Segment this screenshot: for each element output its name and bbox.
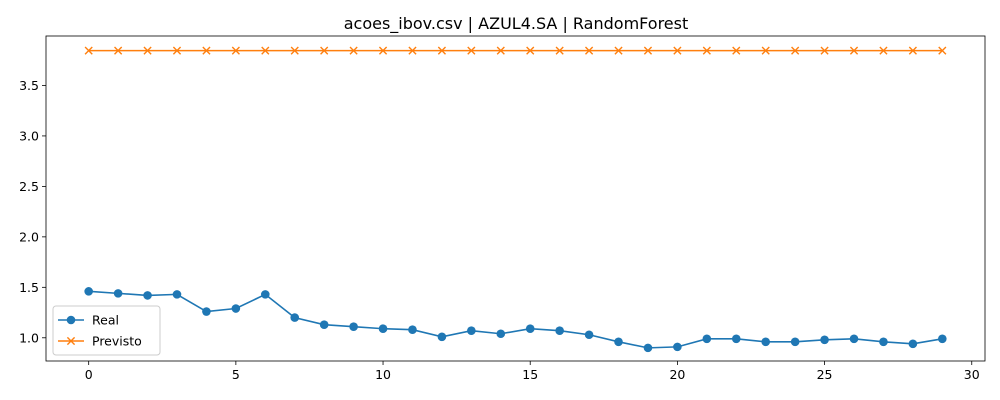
legend: Real Previsto xyxy=(52,305,161,356)
series-previsto xyxy=(84,46,947,55)
data-point xyxy=(378,324,388,334)
x-tick-label: 20 xyxy=(669,367,685,382)
data-point xyxy=(643,46,653,55)
data-point xyxy=(231,46,240,55)
data-point xyxy=(790,337,800,347)
plot-area xyxy=(45,35,986,362)
data-point xyxy=(614,46,623,55)
data-point xyxy=(879,337,888,347)
data-point xyxy=(879,46,888,55)
legend-marker xyxy=(66,336,76,346)
data-point xyxy=(820,46,829,55)
data-point xyxy=(408,325,417,335)
y-tick-label: 1.5 xyxy=(19,280,39,295)
legend-label: Real xyxy=(92,313,119,328)
y-tick-label: 2.0 xyxy=(19,229,39,244)
data-point xyxy=(673,46,682,55)
series-layer xyxy=(84,46,947,353)
data-point xyxy=(938,46,947,55)
data-point xyxy=(231,304,241,313)
data-point xyxy=(467,326,476,336)
legend-label: Previsto xyxy=(92,334,142,349)
y-axis: 1.0 1.5 2.0 2.5 3.0 3.5 xyxy=(19,78,46,345)
data-point xyxy=(584,330,594,340)
x-axis: 0 5 10 15 20 25 30 xyxy=(85,361,980,382)
x-tick-label: 5 xyxy=(232,367,240,382)
data-point xyxy=(260,290,270,299)
data-point xyxy=(319,320,329,329)
data-point xyxy=(526,46,535,55)
data-point xyxy=(202,46,211,55)
legend-marker xyxy=(66,315,76,325)
data-point xyxy=(290,46,299,55)
data-point xyxy=(849,46,859,55)
legend-item-real: Real xyxy=(58,313,119,328)
axes-frame xyxy=(45,35,986,362)
legend-box xyxy=(52,305,161,356)
data-point xyxy=(320,46,329,55)
legend-item-previsto: Previsto xyxy=(58,334,142,349)
y-tick-label: 3.0 xyxy=(19,128,39,143)
x-tick-label: 10 xyxy=(375,367,391,382)
data-point xyxy=(525,324,535,334)
x-tick-label: 30 xyxy=(964,367,980,382)
data-point xyxy=(467,46,476,55)
data-point xyxy=(202,307,211,316)
data-point xyxy=(172,290,182,299)
data-point xyxy=(614,337,623,347)
y-tick-label: 2.5 xyxy=(19,179,39,194)
data-point xyxy=(437,332,447,342)
data-point xyxy=(731,334,741,344)
x-tick-label: 25 xyxy=(817,367,833,382)
data-point xyxy=(673,342,682,352)
series-real xyxy=(84,287,947,353)
data-point xyxy=(113,289,123,298)
data-point xyxy=(555,46,564,55)
x-tick-label: 0 xyxy=(85,367,93,382)
data-point xyxy=(349,322,358,331)
data-point xyxy=(437,46,447,55)
data-point xyxy=(938,334,947,344)
data-point xyxy=(496,46,505,55)
series-line xyxy=(88,290,943,349)
data-point xyxy=(408,46,417,55)
data-point xyxy=(496,329,506,339)
data-point xyxy=(143,291,152,300)
data-point xyxy=(732,46,741,55)
x-tick-label: 15 xyxy=(522,367,538,382)
data-point xyxy=(791,46,800,55)
data-point xyxy=(261,46,270,55)
data-point xyxy=(172,46,182,55)
data-point xyxy=(290,313,300,322)
data-point xyxy=(908,339,918,349)
data-point xyxy=(702,46,711,55)
y-tick-label: 3.5 xyxy=(19,78,39,93)
data-point xyxy=(908,46,917,55)
data-point xyxy=(349,46,358,55)
data-point xyxy=(761,337,771,347)
data-point xyxy=(84,46,93,55)
y-tick-label: 1.0 xyxy=(19,330,39,345)
data-point xyxy=(702,334,712,344)
data-point xyxy=(378,46,388,55)
chart-title: acoes_ibov.csv | AZUL4.SA | RandomForest xyxy=(344,14,689,34)
data-point xyxy=(820,335,829,345)
data-point xyxy=(555,326,564,336)
data-point xyxy=(114,46,123,55)
data-point xyxy=(143,46,152,55)
data-point xyxy=(84,287,93,296)
data-point xyxy=(761,46,770,55)
data-point xyxy=(584,46,594,55)
data-point xyxy=(849,334,859,344)
data-point xyxy=(643,343,653,353)
